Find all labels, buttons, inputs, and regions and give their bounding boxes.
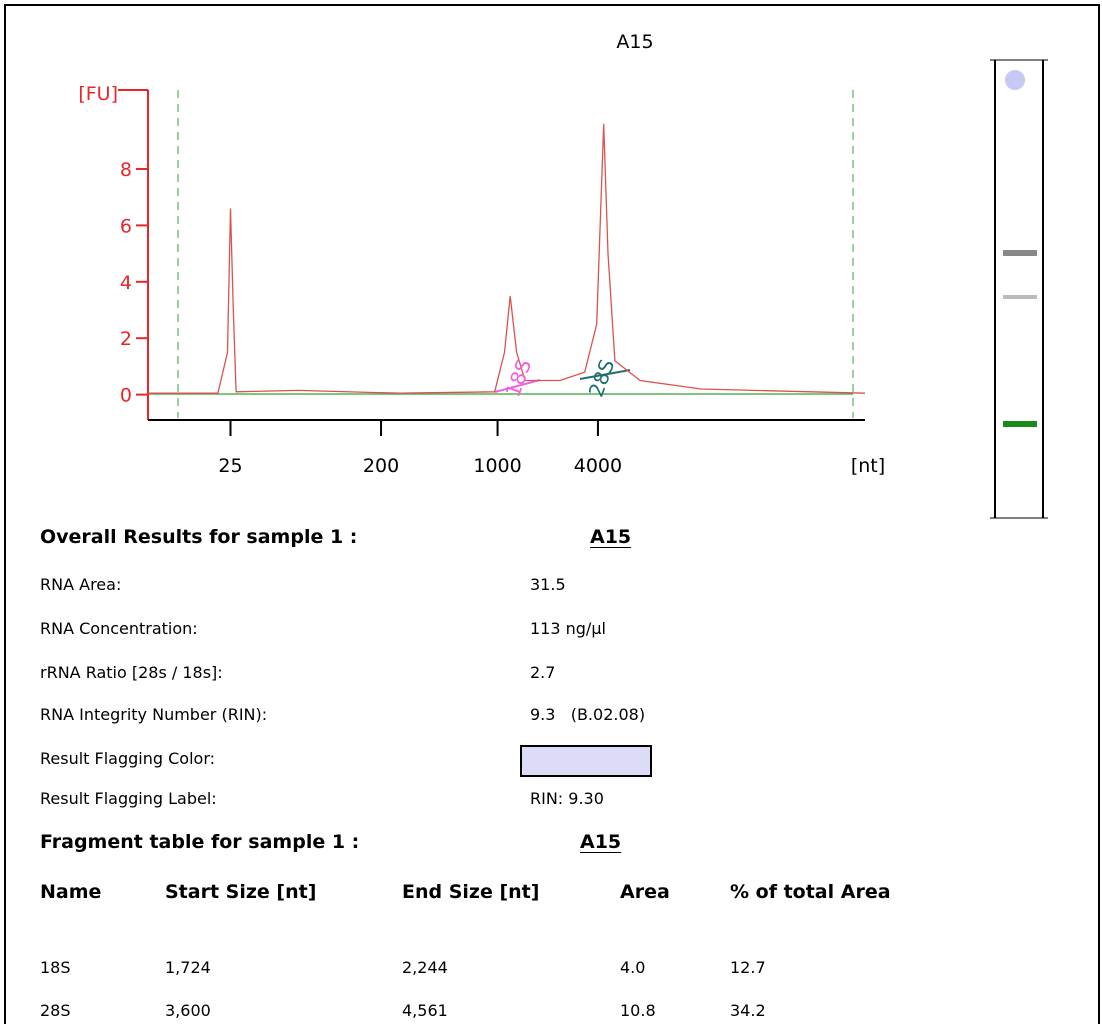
- y-tick-label: 2: [120, 328, 132, 350]
- gel-lane: [990, 59, 1048, 519]
- fragment-line: [494, 379, 541, 393]
- y-axis-label: [FU]: [78, 83, 118, 105]
- x-tick-label: 200: [363, 455, 399, 477]
- table-header: Name: [40, 881, 102, 903]
- table-cell: 4.0: [620, 958, 646, 977]
- flag-swatch: [520, 745, 652, 777]
- fragment-line: [579, 369, 631, 380]
- result-value: 113 ng/µl: [530, 619, 606, 638]
- x-tick-label: 4000: [574, 455, 622, 477]
- frame: [4, 4, 1100, 1024]
- y-tick-label: 8: [120, 159, 132, 181]
- result-value: 31.5: [530, 575, 566, 594]
- table-cell: 18S: [40, 958, 71, 977]
- y-tick-label: 6: [120, 215, 132, 237]
- section-title: Overall Results for sample 1 :: [40, 526, 358, 548]
- table-header: Area: [620, 881, 670, 903]
- x-axis-label: [nt]: [851, 455, 885, 477]
- table-header: % of total Area: [730, 881, 891, 903]
- table-cell: 34.2: [730, 1001, 766, 1020]
- table-header: Start Size [nt]: [165, 881, 317, 903]
- table-cell: 10.8: [620, 1001, 656, 1020]
- chart-title: A15: [616, 31, 653, 53]
- x-tick-label: 1000: [473, 455, 521, 477]
- table-header: End Size [nt]: [402, 881, 540, 903]
- result-label: RNA Concentration:: [40, 619, 198, 638]
- table-cell: 12.7: [730, 958, 766, 977]
- result-value: 9.3 (B.02.08): [530, 705, 646, 724]
- result-value: RIN: 9.30: [530, 789, 604, 808]
- sample-name: A15: [580, 831, 622, 853]
- section-title: Fragment table for sample 1 :: [40, 831, 360, 853]
- sample-name: A15: [590, 526, 632, 548]
- result-label: Result Flagging Label:: [40, 789, 217, 808]
- table-cell: 4,561: [402, 1001, 448, 1020]
- result-label: rRNA Ratio [28s / 18s]:: [40, 663, 223, 682]
- trace: [148, 123, 866, 394]
- result-label: RNA Integrity Number (RIN):: [40, 705, 268, 724]
- x-tick-label: 25: [218, 455, 242, 477]
- table-cell: 1,724: [165, 958, 211, 977]
- y-tick-label: 4: [120, 272, 132, 294]
- table-cell: 2,244: [402, 958, 448, 977]
- table-cell: 3,600: [165, 1001, 211, 1020]
- result-label: Result Flagging Color:: [40, 749, 215, 768]
- y-tick-label: 0: [120, 385, 132, 407]
- table-cell: 28S: [40, 1001, 71, 1020]
- result-label: RNA Area:: [40, 575, 122, 594]
- result-value: 2.7: [530, 663, 556, 682]
